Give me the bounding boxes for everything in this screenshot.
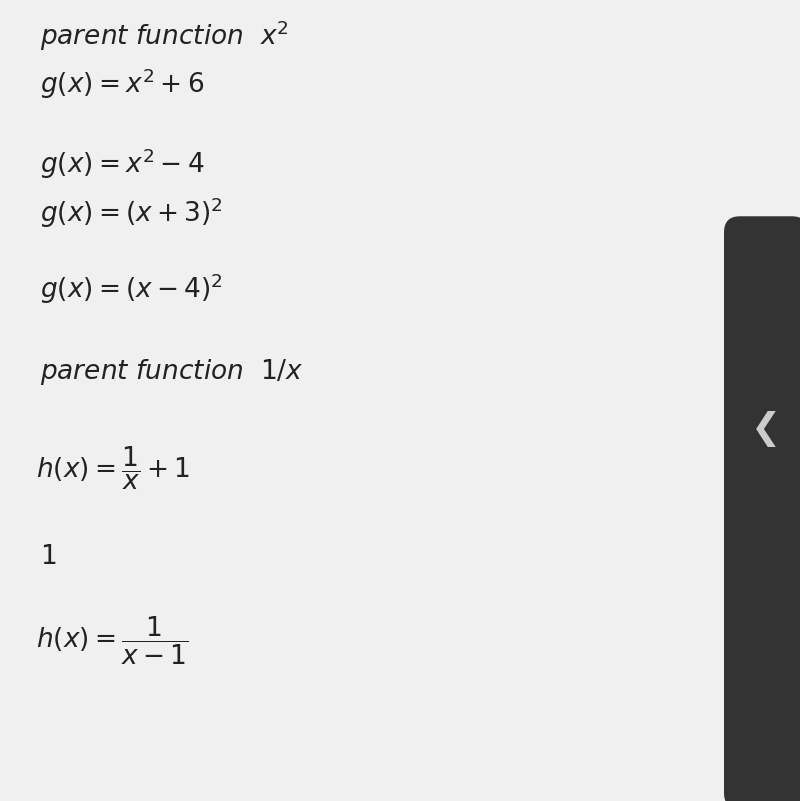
Text: $g(x) = x^2 + 6$: $g(x) = x^2 + 6$ [40,66,204,102]
Text: parent function  $1/x$: parent function $1/x$ [40,357,303,388]
Text: 1: 1 [40,544,57,570]
FancyBboxPatch shape [724,216,800,801]
Text: ❮: ❮ [750,411,781,446]
Text: $g(x) = x^2 - 4$: $g(x) = x^2 - 4$ [40,147,204,182]
Text: $\mathit{h}(x)=\dfrac{1}{x-1}$: $\mathit{h}(x)=\dfrac{1}{x-1}$ [36,614,188,667]
Text: $\mathit{h}(x)=\dfrac{1}{x}+1$: $\mathit{h}(x)=\dfrac{1}{x}+1$ [36,445,190,492]
Text: parent function  $x^2$: parent function $x^2$ [40,18,289,54]
Text: $g(x) = (x - 4)^2$: $g(x) = (x - 4)^2$ [40,271,223,306]
Text: $g(x) = (x + 3)^2$: $g(x) = (x + 3)^2$ [40,195,223,230]
